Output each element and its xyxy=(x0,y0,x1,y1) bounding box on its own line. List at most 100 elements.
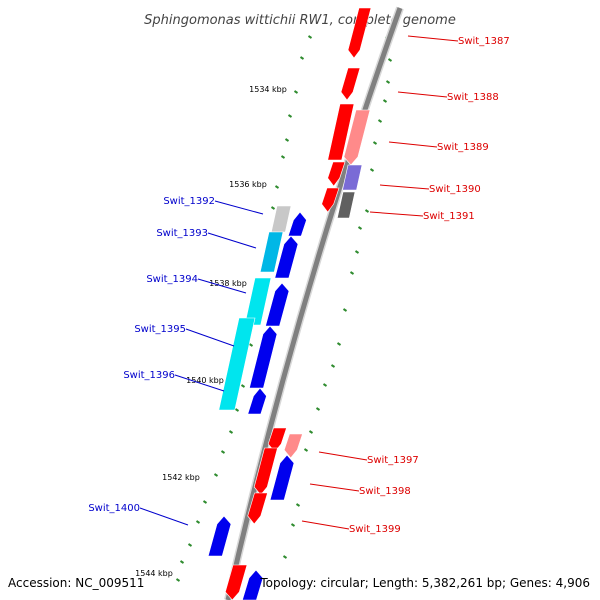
genes xyxy=(207,7,372,600)
tick-mark xyxy=(284,138,290,142)
leader-line xyxy=(214,200,264,215)
gene-label-swit_1396[interactable]: Swit_1396 xyxy=(123,370,175,381)
tick-mark xyxy=(372,141,378,145)
tick-mark xyxy=(385,80,391,84)
kbp-label: 1544 kbp xyxy=(135,569,173,578)
gene-arrow xyxy=(327,161,346,187)
tick-mark xyxy=(287,114,293,118)
gene-arrow xyxy=(287,211,307,237)
kbp-labels: 1534 kbp 1536 kbp 1538 kbp 1540 kbp 1542 kbp… xyxy=(135,85,287,578)
gene-label-swit_1394[interactable]: Swit_1394 xyxy=(146,274,198,285)
tick-mark xyxy=(248,343,254,347)
tick-mark xyxy=(349,271,355,275)
leader-line xyxy=(139,507,189,526)
gene-label-swit_1390[interactable]: Swit_1390 xyxy=(429,184,481,195)
leader-line xyxy=(379,184,430,190)
leader-line xyxy=(407,35,459,42)
gene-label-swit_1388[interactable]: Swit_1388 xyxy=(447,92,499,103)
tick-mark xyxy=(299,56,305,60)
tick-mark xyxy=(369,168,375,172)
leader-line xyxy=(197,278,247,294)
gene-arrow xyxy=(340,67,361,101)
leader-line xyxy=(309,483,360,492)
tick-mark xyxy=(364,209,370,213)
tick-mark xyxy=(282,555,288,559)
kbp-label: 1542 kbp xyxy=(162,473,200,482)
kbp-label: 1538 kbp xyxy=(209,279,247,288)
gene-arrow xyxy=(244,277,272,326)
gene-arrow xyxy=(274,235,299,279)
gene-arrow xyxy=(347,7,372,59)
leader-line xyxy=(318,451,368,461)
gene-arrow xyxy=(327,103,355,161)
gene-label-swit_1387[interactable]: Swit_1387 xyxy=(458,36,510,47)
leader-line xyxy=(397,91,448,98)
gene-arrow xyxy=(259,231,284,273)
tick-mark xyxy=(187,543,193,547)
gene-arrow xyxy=(249,325,278,389)
gene-label-swit_1393[interactable]: Swit_1393 xyxy=(156,228,208,239)
tick-mark xyxy=(175,578,181,582)
tick-mark xyxy=(240,384,246,388)
tick-mark xyxy=(228,430,234,434)
tick-mark xyxy=(382,99,388,103)
tick-mark xyxy=(322,383,328,387)
gene-label-swit_1392[interactable]: Swit_1392 xyxy=(163,196,215,207)
leader-line xyxy=(174,374,225,392)
gene-arrow xyxy=(343,109,371,166)
tick-mark xyxy=(303,448,309,452)
gene-arrow xyxy=(269,454,295,501)
gene-arrow xyxy=(265,282,290,327)
gene-labels: Swit_1387 Swit_1388 Swit_1389 Swit_1390 Swit… xyxy=(88,35,510,535)
gene-arrow xyxy=(267,427,287,453)
kbp-label: 1534 kbp xyxy=(249,85,287,94)
tick-mark xyxy=(330,364,336,368)
tick-mark xyxy=(274,185,280,189)
gene-arrow xyxy=(321,187,340,213)
gene-arrow xyxy=(336,191,356,219)
gene-label-swit_1391[interactable]: Swit_1391 xyxy=(423,211,475,222)
tick-mark xyxy=(179,560,185,564)
leader-line xyxy=(301,520,350,530)
tick-mark xyxy=(213,473,219,477)
tick-mark xyxy=(387,58,393,62)
gene-label-swit_1399[interactable]: Swit_1399 xyxy=(349,524,401,535)
leader-line xyxy=(369,211,424,217)
accession-label: Accession: NC_009511 xyxy=(8,576,144,590)
gene-label-swit_1397[interactable]: Swit_1397 xyxy=(367,455,419,466)
leader-line xyxy=(388,141,438,148)
gene-label-swit_1400[interactable]: Swit_1400 xyxy=(88,503,140,514)
tick-mark xyxy=(354,250,360,254)
gene-arrow xyxy=(270,205,292,233)
tick-mark xyxy=(293,90,299,94)
tick-mark xyxy=(295,503,301,507)
gene-arrow xyxy=(283,433,303,459)
tick-mark xyxy=(307,35,313,39)
tick-mark xyxy=(357,226,363,230)
gene-arrow xyxy=(218,317,256,411)
tick-mark xyxy=(377,119,383,123)
gene-arrow xyxy=(342,164,363,191)
gene-arrow xyxy=(247,492,268,525)
tick-mark xyxy=(308,430,314,434)
kbp-label: 1536 kbp xyxy=(229,180,267,189)
tick-mark xyxy=(195,520,201,524)
gene-label-swit_1389[interactable]: Swit_1389 xyxy=(437,142,489,153)
tick-mark xyxy=(342,308,348,312)
kbp-label: 1540 kbp xyxy=(186,376,224,385)
tick-mark xyxy=(280,155,286,159)
leader-line xyxy=(185,328,235,347)
tick-mark xyxy=(336,342,342,346)
leader-line xyxy=(207,232,257,249)
gene-arrow xyxy=(207,515,232,557)
gene-arrow xyxy=(242,569,264,600)
tick-mark xyxy=(220,450,226,454)
gene-arrow xyxy=(253,447,278,496)
gene-label-swit_1398[interactable]: Swit_1398 xyxy=(359,486,411,497)
gene-arrow xyxy=(247,387,267,415)
gene-arrow xyxy=(224,564,248,600)
map-title: Sphingomonas wittichii RW1, complete gen… xyxy=(144,13,456,28)
genome-stats-label: Topology: circular; Length: 5,382,261 bp… xyxy=(259,576,590,590)
gene-label-swit_1395[interactable]: Swit_1395 xyxy=(134,324,186,335)
